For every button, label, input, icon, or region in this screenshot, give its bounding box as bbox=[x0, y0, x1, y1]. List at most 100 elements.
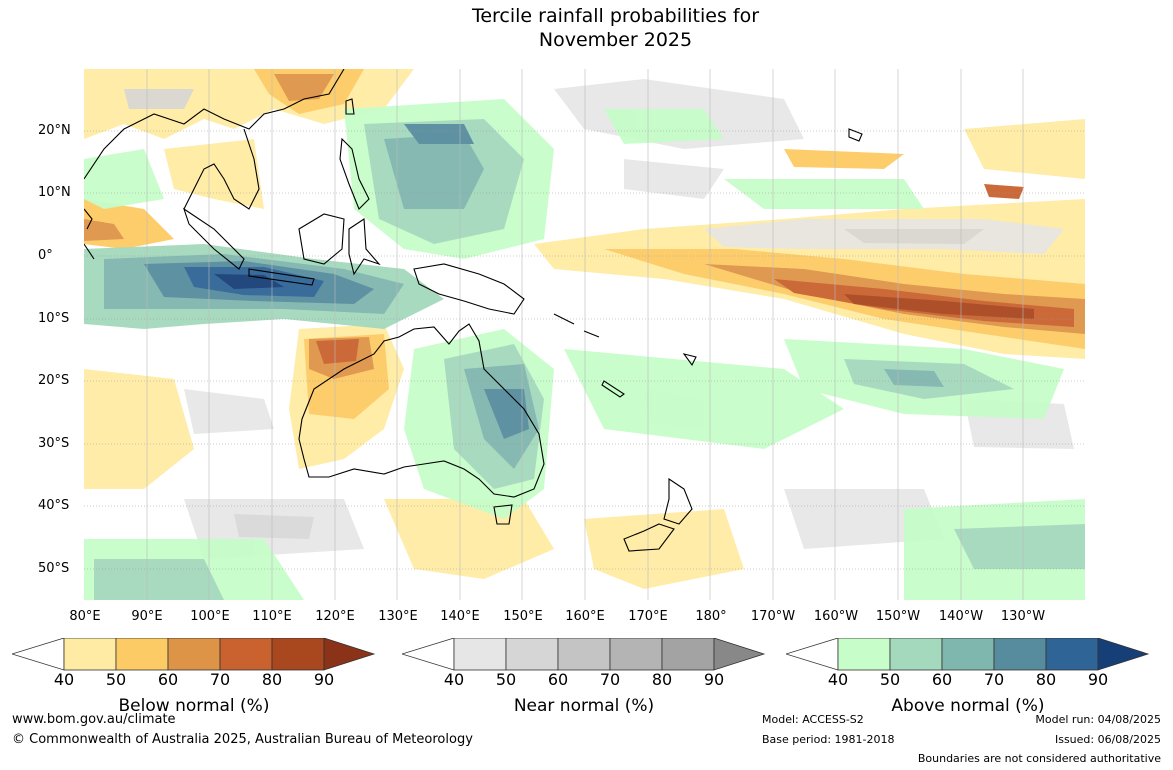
borneo-coastline bbox=[298, 213, 345, 265]
cb-below-tick-60: 60 bbox=[157, 670, 179, 689]
java-coastline bbox=[248, 268, 315, 286]
swatch-above-40 bbox=[837, 637, 891, 671]
footer-issued: Issued: 06/08/2025 bbox=[1054, 733, 1161, 746]
colorbar-below-normal bbox=[10, 637, 376, 676]
sulawesi-coastline bbox=[348, 218, 381, 276]
lon-label-170w: 170°W bbox=[750, 609, 796, 624]
cb-below-tick-40: 40 bbox=[53, 670, 75, 689]
cb-above-title: Above normal (%) bbox=[891, 696, 1045, 716]
swatch-below-80 bbox=[271, 637, 325, 671]
map-canvas bbox=[84, 69, 1085, 600]
footer-model: Model: ACCESS-S2 bbox=[762, 713, 864, 726]
cb-near-tick-40: 40 bbox=[443, 670, 465, 689]
cb-near-tick-90: 90 bbox=[703, 670, 725, 689]
swatch-near-70 bbox=[609, 637, 663, 671]
colorbar-above-swatches bbox=[784, 637, 1150, 671]
coastlines bbox=[84, 69, 863, 552]
cb-above-tick-40: 40 bbox=[827, 670, 849, 689]
colorbar-above-lower-arrow bbox=[784, 637, 839, 671]
footer-copyright: © Commonwealth of Australia 2025, Austra… bbox=[12, 732, 473, 747]
asia-coastline bbox=[84, 69, 345, 210]
meridians bbox=[146, 69, 1024, 600]
australia-coastline bbox=[298, 323, 545, 498]
lon-label-130w: 130°W bbox=[1000, 609, 1046, 624]
title-line-1: Tercile rainfall probabilities for bbox=[471, 5, 760, 27]
colorbar-above-normal bbox=[784, 637, 1150, 676]
above-normal-shading bbox=[84, 99, 1085, 600]
colorbar-below-lower-arrow bbox=[10, 637, 65, 671]
footer-base-period: Base period: 1981-2018 bbox=[762, 733, 895, 746]
colorbar-near-swatches bbox=[400, 637, 766, 671]
lon-label-170e: 170°E bbox=[628, 609, 668, 624]
lon-label-90e: 90°E bbox=[131, 609, 163, 624]
swatch-above-50 bbox=[889, 637, 943, 671]
cb-near-title: Near normal (%) bbox=[513, 696, 655, 716]
new-guinea-coastline bbox=[413, 263, 525, 315]
lat-label-50s: 50°S bbox=[38, 561, 70, 576]
cb-above-tick-70: 70 bbox=[983, 670, 1005, 689]
lat-label-0: 0° bbox=[38, 248, 53, 263]
lon-label-160e: 160°E bbox=[565, 609, 605, 624]
new-zealand-south-coastline bbox=[623, 523, 675, 552]
swatch-below-40 bbox=[63, 637, 117, 671]
cb-below-tick-80: 80 bbox=[261, 670, 283, 689]
colorbar-below-swatches bbox=[10, 637, 376, 671]
footer-disclaimer: Boundaries are not considered authoritat… bbox=[917, 752, 1161, 765]
swatch-above-80 bbox=[1045, 637, 1099, 671]
tasmania-coastline bbox=[493, 504, 513, 525]
footer-url[interactable]: www.bom.gov.au/climate bbox=[12, 712, 176, 727]
lon-label-150e: 150°E bbox=[503, 609, 543, 624]
cb-below-tick-90: 90 bbox=[313, 670, 335, 689]
lat-label-40s: 40°S bbox=[38, 498, 70, 513]
new-caledonia-coastline bbox=[601, 380, 625, 398]
swatch-above-60 bbox=[941, 637, 995, 671]
lon-label-100e: 100°E bbox=[190, 609, 230, 624]
cb-above-tick-90: 90 bbox=[1087, 670, 1109, 689]
lon-label-140e: 140°E bbox=[440, 609, 480, 624]
lon-label-80e: 80°E bbox=[69, 609, 101, 624]
sumatra-coastline bbox=[182, 207, 245, 270]
swatch-below-70 bbox=[219, 637, 273, 671]
swatch-above-70 bbox=[993, 637, 1047, 671]
lat-label-20s: 20°S bbox=[38, 373, 70, 388]
cb-above-tick-50: 50 bbox=[879, 670, 901, 689]
graticule bbox=[84, 130, 1085, 570]
cb-near-tick-50: 50 bbox=[495, 670, 517, 689]
title-line-2: November 2025 bbox=[538, 29, 693, 51]
lat-label-10n: 10°N bbox=[38, 185, 71, 200]
philippines-coastline bbox=[339, 137, 370, 210]
lat-label-20n: 20°N bbox=[38, 123, 71, 138]
lon-label-130e: 130°E bbox=[378, 609, 418, 624]
cb-near-tick-80: 80 bbox=[651, 670, 673, 689]
swatch-below-50 bbox=[115, 637, 169, 671]
cb-above-tick-60: 60 bbox=[931, 670, 953, 689]
cb-below-title: Below normal (%) bbox=[118, 696, 270, 716]
lat-label-30s: 30°S bbox=[38, 436, 70, 451]
cb-above-tick-80: 80 bbox=[1035, 670, 1057, 689]
swatch-near-50 bbox=[505, 637, 559, 671]
lon-label-110e: 110°E bbox=[252, 609, 292, 624]
probability-map bbox=[84, 69, 1085, 600]
colorbar-above-upper-arrow bbox=[1097, 637, 1150, 671]
fiji-coastline bbox=[682, 353, 697, 367]
lon-label-120e: 120°E bbox=[315, 609, 355, 624]
swatch-near-60 bbox=[557, 637, 611, 671]
cb-below-tick-50: 50 bbox=[105, 670, 127, 689]
swatch-below-60 bbox=[167, 637, 221, 671]
swatch-near-80 bbox=[661, 637, 715, 671]
new-zealand-coastline bbox=[663, 477, 693, 525]
swatch-near-40 bbox=[453, 637, 507, 671]
lat-label-10s: 10°S bbox=[38, 311, 70, 326]
lon-label-150w: 150°W bbox=[875, 609, 921, 624]
map-title: Tercile rainfall probabilities for Novem… bbox=[0, 4, 1173, 52]
colorbar-near-upper-arrow bbox=[713, 637, 766, 671]
colorbar-near-normal bbox=[400, 637, 766, 676]
colorbar-below-upper-arrow bbox=[323, 637, 376, 671]
cb-below-tick-70: 70 bbox=[209, 670, 231, 689]
cb-near-tick-60: 60 bbox=[547, 670, 569, 689]
lon-label-160w: 160°W bbox=[813, 609, 859, 624]
cb-near-tick-70: 70 bbox=[599, 670, 621, 689]
taiwan-coastline bbox=[345, 98, 355, 115]
footer-model-run: Model run: 04/08/2025 bbox=[1035, 713, 1161, 726]
lon-label-180: 180° bbox=[695, 609, 727, 624]
